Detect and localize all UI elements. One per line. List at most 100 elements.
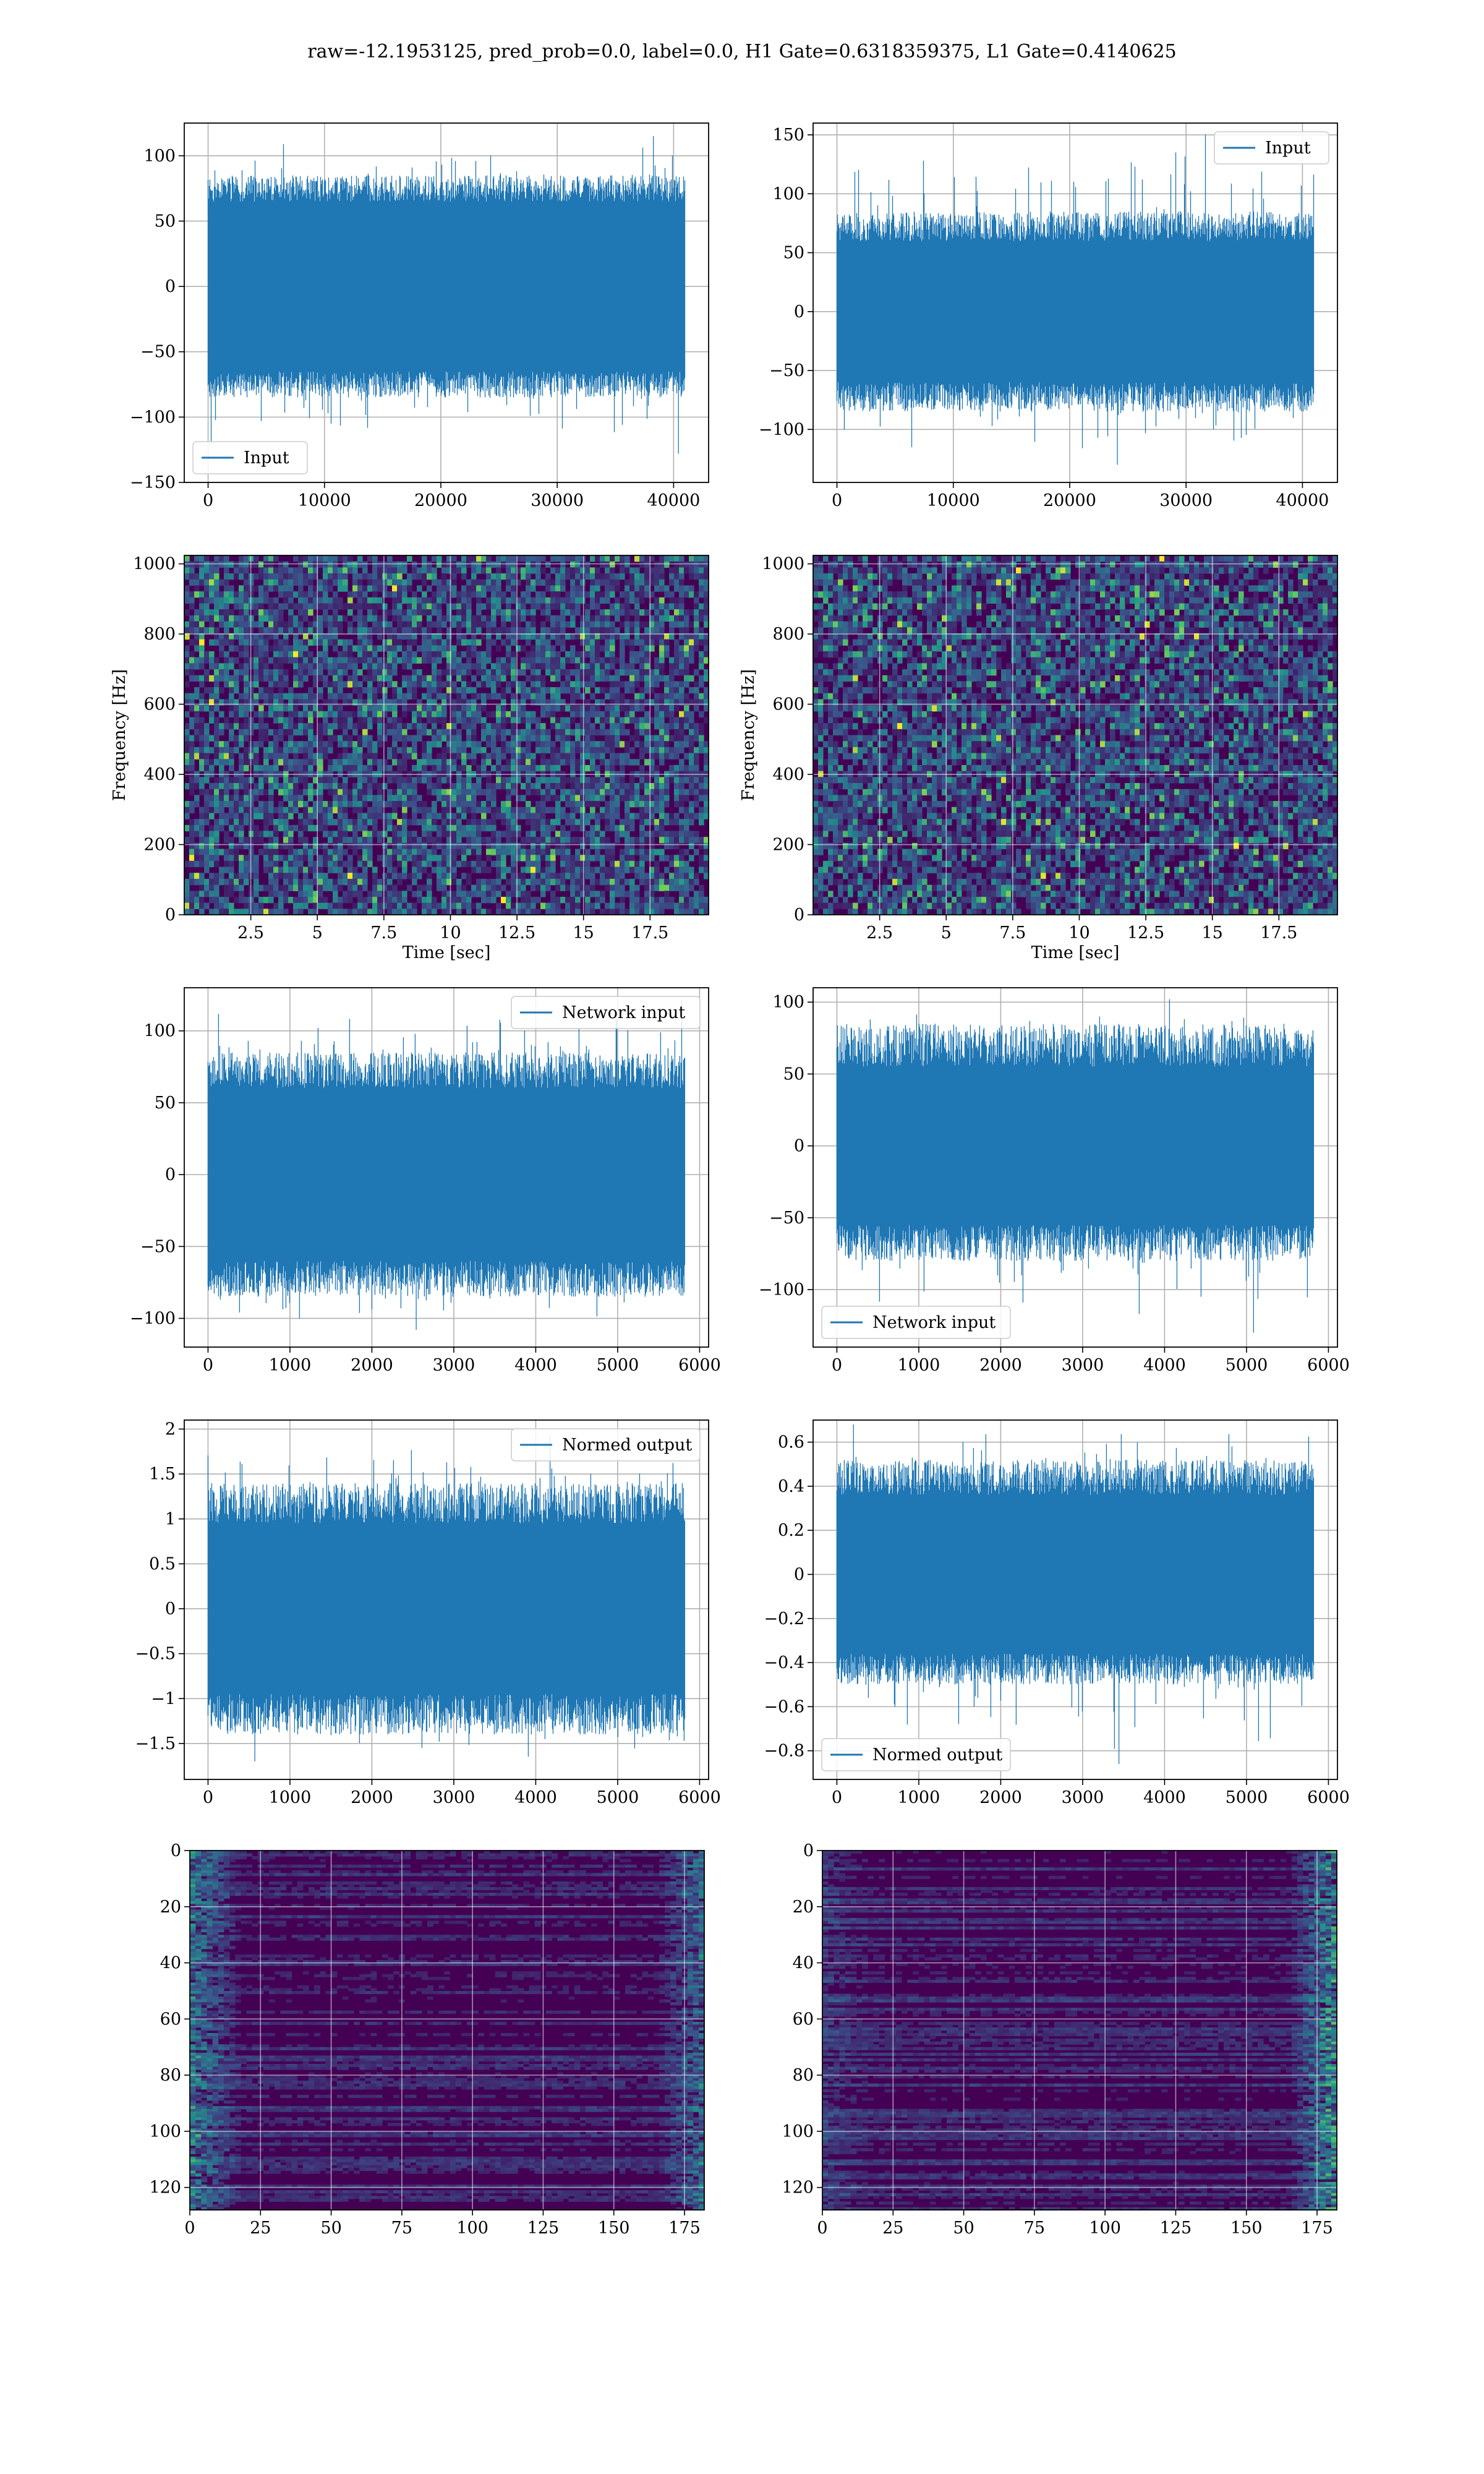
y-tick-label: −0.8 <box>764 1742 804 1761</box>
legend-label: Normed output <box>872 1745 1002 1765</box>
x-tick-label: 17.5 <box>1260 923 1297 943</box>
y-tick-label: 100 <box>772 993 804 1012</box>
y-tick-label: −100 <box>759 420 804 439</box>
x-tick-label: 175 <box>668 2219 701 2238</box>
y-tick-label: 50 <box>783 244 804 263</box>
y-tick-label: 150 <box>772 126 804 145</box>
y-tick-label: 0.6 <box>778 1433 804 1452</box>
x-tick-label: 0 <box>817 2219 827 2238</box>
x-tick-label: 10 <box>440 923 461 943</box>
x-tick-label: 4000 <box>1143 1356 1186 1375</box>
y-tick-label: 40 <box>160 1954 181 1973</box>
legend-box <box>511 1428 701 1462</box>
panel-h1-feature-map: 0 25 50 75 100 125 150 175 0 20 40 60 80 100 120 <box>149 1841 705 2238</box>
panel-h1-spectrogram: 2.5 5 7.5 10 12.5 15 17.5 0 200 400 600 800 1000 Time… <box>110 555 709 962</box>
legend: Network input <box>511 996 701 1029</box>
y-tick-label: 400 <box>772 765 804 784</box>
figure-suptitle: raw=-12.1953125, pred_prob=0.0, label=0.… <box>0 41 1484 62</box>
x-tick-label: 0 <box>203 491 213 510</box>
y-tick-label: 0 <box>803 1841 814 1860</box>
y-tick-label: 0 <box>165 1165 176 1184</box>
y-tick-label: 0.2 <box>778 1521 804 1540</box>
y-tick-label: 50 <box>783 1064 804 1084</box>
axes-frame <box>184 122 709 483</box>
y-tick-label: 50 <box>155 212 176 231</box>
axes-frame <box>812 1419 1338 1780</box>
axes-frame <box>184 555 709 915</box>
y-tick-label: 120 <box>149 2178 181 2198</box>
legend-label: Network input <box>562 1003 685 1022</box>
legend-label: Input <box>1265 139 1311 158</box>
legend-box <box>192 441 308 474</box>
axes-frame <box>812 555 1338 915</box>
x-tick-label: 50 <box>320 2219 341 2238</box>
x-tick-label: 30000 <box>531 491 584 510</box>
y-tick-label: 80 <box>160 2066 181 2085</box>
x-tick-label: 5000 <box>1226 1356 1268 1375</box>
y-axis-label: Frequency [Hz] <box>739 669 758 801</box>
x-tick-label: 15 <box>573 923 594 943</box>
x-tick-label: 150 <box>598 2219 630 2238</box>
x-tick-label: 125 <box>527 2219 560 2238</box>
x-tick-label: 2.5 <box>866 923 893 943</box>
y-tick-label: 0 <box>794 1565 804 1585</box>
series-line <box>836 1424 1315 1764</box>
legend: Normed output <box>821 1738 1011 1771</box>
x-tick-label: 3000 <box>433 1788 475 1807</box>
x-tick-label: 1000 <box>898 1788 940 1807</box>
x-tick-label: 0 <box>832 491 842 510</box>
x-tick-label: 25 <box>882 2219 903 2238</box>
x-tick-label: 150 <box>1230 2219 1263 2238</box>
x-tick-label: 2000 <box>351 1788 393 1807</box>
x-tick-label: 175 <box>1301 2219 1333 2238</box>
y-tick-label: 60 <box>793 2010 814 2029</box>
y-tick-label: 600 <box>772 695 804 714</box>
series-line <box>207 1435 686 1761</box>
x-tick-label: 6000 <box>678 1788 721 1807</box>
legend-box <box>821 1738 1011 1771</box>
heatmap-cells <box>184 555 709 915</box>
x-tick-label: 7.5 <box>999 923 1026 943</box>
heatmap-cells <box>190 1851 705 2211</box>
legend-label: Input <box>244 448 289 468</box>
x-tick-label: 0 <box>203 1788 213 1807</box>
axes-frame <box>812 987 1338 1348</box>
y-tick-label: 0 <box>794 905 804 925</box>
y-tick-label: 800 <box>143 625 176 644</box>
legend-box <box>511 996 701 1029</box>
panel-l1-input: 0 10000 20000 30000 40000 −100 −50 0 50 100 150 Inp… <box>759 122 1338 510</box>
y-tick-label: 600 <box>143 695 176 714</box>
y-tick-label: 800 <box>772 625 804 644</box>
y-tick-label: −150 <box>130 473 176 492</box>
x-tick-label: 40000 <box>647 491 700 510</box>
y-tick-label: −50 <box>769 361 804 380</box>
legend: Normed output <box>511 1428 701 1462</box>
x-tick-label: 50 <box>953 2219 974 2238</box>
legend: Input <box>192 441 308 474</box>
axes-frame <box>184 987 709 1348</box>
y-tick-label: −1 <box>151 1689 176 1708</box>
x-tick-label: 5000 <box>597 1788 639 1807</box>
x-axis-label: Time [sec] <box>403 943 491 962</box>
legend-box <box>821 1306 1011 1339</box>
panel-l1-feature-map: 0 25 50 75 100 125 150 175 0 20 40 60 80 100 120 <box>782 1841 1337 2238</box>
x-tick-label: 2000 <box>351 1356 393 1375</box>
x-tick-label: 12.5 <box>1127 923 1164 943</box>
y-tick-label: 50 <box>155 1094 176 1113</box>
x-axis-label: Time [sec] <box>1031 943 1120 962</box>
x-tick-label: 2000 <box>979 1356 1022 1375</box>
y-tick-label: 1000 <box>762 555 804 574</box>
y-tick-label: −50 <box>769 1209 804 1228</box>
x-tick-label: 0 <box>832 1356 842 1375</box>
x-tick-label: 3000 <box>1062 1788 1104 1807</box>
x-tick-label: 10000 <box>927 491 980 510</box>
series-line <box>836 999 1315 1333</box>
axes-frame <box>189 1850 705 2211</box>
x-tick-label: 0 <box>832 1788 842 1807</box>
x-tick-label: 40000 <box>1276 491 1329 510</box>
y-tick-label: −50 <box>140 1237 176 1256</box>
x-tick-label: 3000 <box>1062 1356 1104 1375</box>
x-tick-label: 5 <box>312 923 323 943</box>
y-tick-label: 0 <box>165 1599 176 1619</box>
x-tick-label: 100 <box>456 2219 488 2238</box>
